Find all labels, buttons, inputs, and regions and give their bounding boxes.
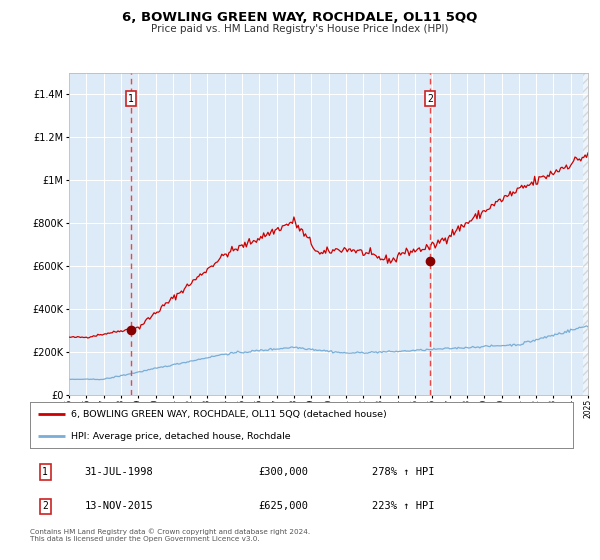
Text: 223% ↑ HPI: 223% ↑ HPI xyxy=(372,501,434,511)
Bar xyxy=(583,73,588,395)
Text: £625,000: £625,000 xyxy=(258,501,308,511)
Text: £300,000: £300,000 xyxy=(258,467,308,477)
Text: 2: 2 xyxy=(42,501,48,511)
Text: 13-NOV-2015: 13-NOV-2015 xyxy=(85,501,153,511)
Text: 1: 1 xyxy=(128,94,134,104)
Text: 31-JUL-1998: 31-JUL-1998 xyxy=(85,467,153,477)
Text: 6, BOWLING GREEN WAY, ROCHDALE, OL11 5QQ: 6, BOWLING GREEN WAY, ROCHDALE, OL11 5QQ xyxy=(122,11,478,24)
Text: 1: 1 xyxy=(42,467,48,477)
Text: 2: 2 xyxy=(427,94,433,104)
Text: 278% ↑ HPI: 278% ↑ HPI xyxy=(372,467,434,477)
Text: Contains HM Land Registry data © Crown copyright and database right 2024.
This d: Contains HM Land Registry data © Crown c… xyxy=(30,528,310,542)
Text: HPI: Average price, detached house, Rochdale: HPI: Average price, detached house, Roch… xyxy=(71,432,290,441)
Text: Price paid vs. HM Land Registry's House Price Index (HPI): Price paid vs. HM Land Registry's House … xyxy=(151,24,449,34)
Text: 6, BOWLING GREEN WAY, ROCHDALE, OL11 5QQ (detached house): 6, BOWLING GREEN WAY, ROCHDALE, OL11 5QQ… xyxy=(71,409,386,418)
